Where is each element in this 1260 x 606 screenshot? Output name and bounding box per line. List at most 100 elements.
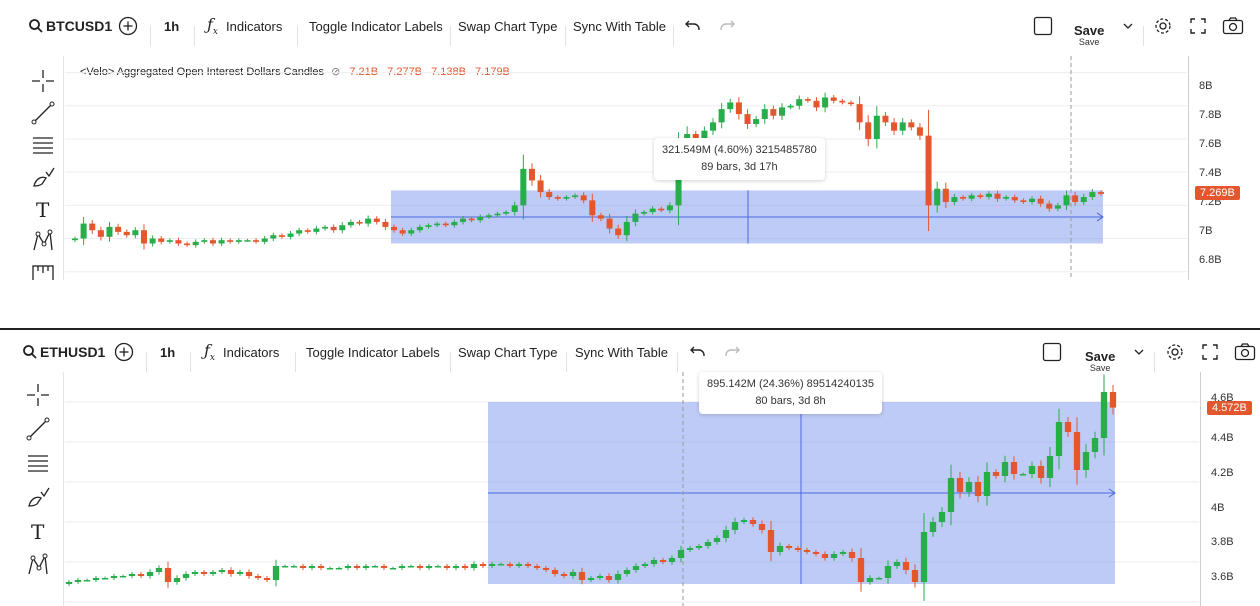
redo-icon: [725, 346, 740, 356]
candle-body: [882, 115, 889, 123]
screenshot-button[interactable]: [1234, 340, 1256, 364]
price-axis[interactable]: 8B 7.8B 7.6B 7.4B 7.2B 7B 6.8B 7.269B: [1188, 56, 1258, 280]
candle-body: [727, 102, 734, 110]
price-tick: 7.8B: [1199, 109, 1222, 121]
measure-tool[interactable]: [30, 260, 56, 280]
redo-button[interactable]: [718, 14, 736, 38]
pattern-tool[interactable]: [30, 228, 56, 254]
candle-body: [236, 572, 244, 574]
candle-body: [891, 122, 898, 131]
toolbar-divider: [566, 352, 567, 372]
compare-symbol-button[interactable]: [114, 340, 134, 364]
save-button[interactable]: Save Save: [1085, 350, 1115, 378]
last-price-badge: 7.269B: [1195, 186, 1240, 200]
price-tick: 7B: [1199, 225, 1213, 237]
candle-body: [201, 240, 208, 242]
candle-body: [520, 168, 527, 206]
fullscreen-button[interactable]: [1201, 340, 1219, 364]
layout-checkbox[interactable]: [1042, 340, 1062, 364]
candle-body: [407, 566, 415, 568]
text-tool[interactable]: T: [25, 518, 51, 544]
sync-with-table-button[interactable]: Sync With Table: [575, 344, 668, 360]
candle-body: [992, 472, 1000, 476]
price-axis[interactable]: 4.6B 4.4B 4.2B 4B 3.8B 3.6B 4.572B: [1200, 372, 1260, 606]
candle-body: [542, 568, 550, 570]
candle-body: [470, 564, 478, 568]
hidden-eye-icon[interactable]: ⊘: [331, 66, 341, 78]
candle-body: [1097, 192, 1105, 194]
symbol-search-button[interactable]: ETHUSD1: [22, 340, 105, 364]
redo-button[interactable]: [723, 340, 741, 364]
fib-tool[interactable]: [30, 132, 56, 158]
text-icon: T: [36, 198, 50, 222]
last-price-badge: 4.572B: [1207, 401, 1252, 415]
candle-body: [65, 582, 73, 584]
trend-line-icon: [31, 101, 55, 125]
candle-body: [137, 574, 145, 576]
brush-tool[interactable]: [25, 484, 51, 510]
pattern-tool[interactable]: [25, 552, 51, 578]
indicators-button[interactable]: ƒx Indicators: [204, 340, 279, 364]
candle-body: [166, 240, 173, 242]
candle-body: [968, 195, 975, 199]
toggle-indicator-labels-button[interactable]: Toggle Indicator Labels: [309, 18, 443, 34]
candle-body: [925, 135, 932, 206]
layout-checkbox[interactable]: [1033, 14, 1053, 38]
candle-body: [658, 208, 665, 211]
trend-line-tool[interactable]: [25, 416, 51, 442]
candle-body: [1028, 466, 1036, 474]
swap-chart-type-button[interactable]: Swap Chart Type: [458, 18, 558, 34]
crosshair-tool[interactable]: [30, 68, 56, 94]
candle-body: [632, 566, 640, 570]
candle-body: [692, 133, 699, 139]
candle-body: [227, 570, 235, 574]
settings-button[interactable]: [1153, 14, 1173, 38]
function-icon: ƒx: [207, 14, 218, 38]
swap-chart-type-button[interactable]: Swap Chart Type: [458, 344, 558, 360]
text-icon: T: [31, 520, 45, 544]
indicators-label: Indicators: [223, 344, 280, 360]
candle-body: [244, 240, 251, 242]
save-button[interactable]: Save Save: [1074, 24, 1104, 52]
chevron-down-icon: [1134, 349, 1144, 355]
indicators-button[interactable]: ƒx Indicators: [207, 14, 282, 38]
candle-body: [468, 218, 475, 221]
candle-body: [875, 578, 883, 580]
interval-button[interactable]: 1h: [164, 18, 180, 34]
save-menu-dropdown[interactable]: [1122, 14, 1134, 38]
candle-body: [709, 122, 717, 131]
trend-line-tool[interactable]: [30, 100, 56, 126]
crosshair-icon: [32, 70, 54, 92]
candle-body: [106, 226, 113, 237]
chevron-down-icon: [1123, 23, 1133, 29]
legend-high: 7.277B: [387, 66, 423, 78]
candle-body: [399, 230, 406, 234]
candle-body: [296, 230, 303, 234]
pattern-icon: [33, 229, 53, 251]
undo-button[interactable]: [684, 14, 702, 38]
brush-tool[interactable]: [30, 164, 56, 190]
candle-body: [821, 554, 829, 558]
text-tool[interactable]: T: [30, 196, 56, 222]
symbol-search-button[interactable]: BTCUSD1: [28, 14, 112, 38]
candlestick-chart[interactable]: [65, 372, 1199, 606]
crosshair-tool[interactable]: [25, 382, 51, 408]
undo-button[interactable]: [689, 340, 707, 364]
candle-body: [666, 205, 673, 211]
fib-tool[interactable]: [25, 450, 51, 476]
candlestick-chart[interactable]: [65, 56, 1187, 280]
compare-symbol-button[interactable]: [118, 14, 138, 38]
candle-body: [701, 130, 708, 139]
interval-button[interactable]: 1h: [160, 344, 176, 360]
fullscreen-button[interactable]: [1189, 14, 1207, 38]
sync-with-table-button[interactable]: Sync With Table: [573, 18, 666, 34]
candle-body: [659, 560, 667, 562]
save-menu-dropdown[interactable]: [1133, 340, 1145, 364]
candle-body: [596, 576, 604, 578]
settings-button[interactable]: [1165, 340, 1185, 364]
candle-body: [589, 200, 596, 216]
screenshot-button[interactable]: [1222, 14, 1244, 38]
toolbar-divider: [1143, 26, 1144, 46]
save-sublabel: Save: [1089, 363, 1111, 373]
toggle-indicator-labels-button[interactable]: Toggle Indicator Labels: [306, 344, 440, 360]
